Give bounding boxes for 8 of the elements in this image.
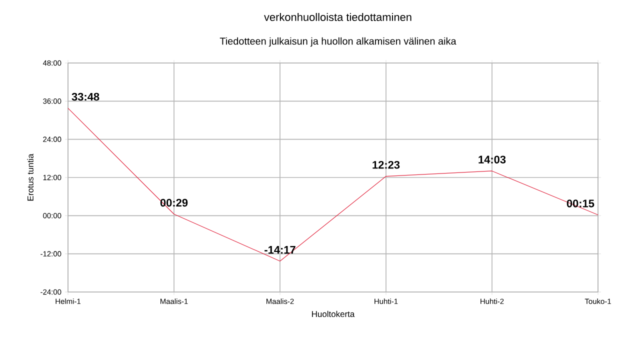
x-axis-title: Huoltokerta (312, 310, 355, 318)
y-axis-title: Erotus tuntia (27, 154, 34, 201)
data-label: 14:03 (478, 156, 506, 164)
chart-title: verkonhuolloista tiedottaminen (264, 12, 412, 22)
chart-subtitle: Tiedotteen julkaisun ja huollon alkamisen välinen aika (220, 37, 456, 47)
data-label: 33:48 (72, 92, 100, 101)
data-label: 12:23 (372, 160, 400, 169)
data-label: -14:17 (264, 246, 296, 254)
